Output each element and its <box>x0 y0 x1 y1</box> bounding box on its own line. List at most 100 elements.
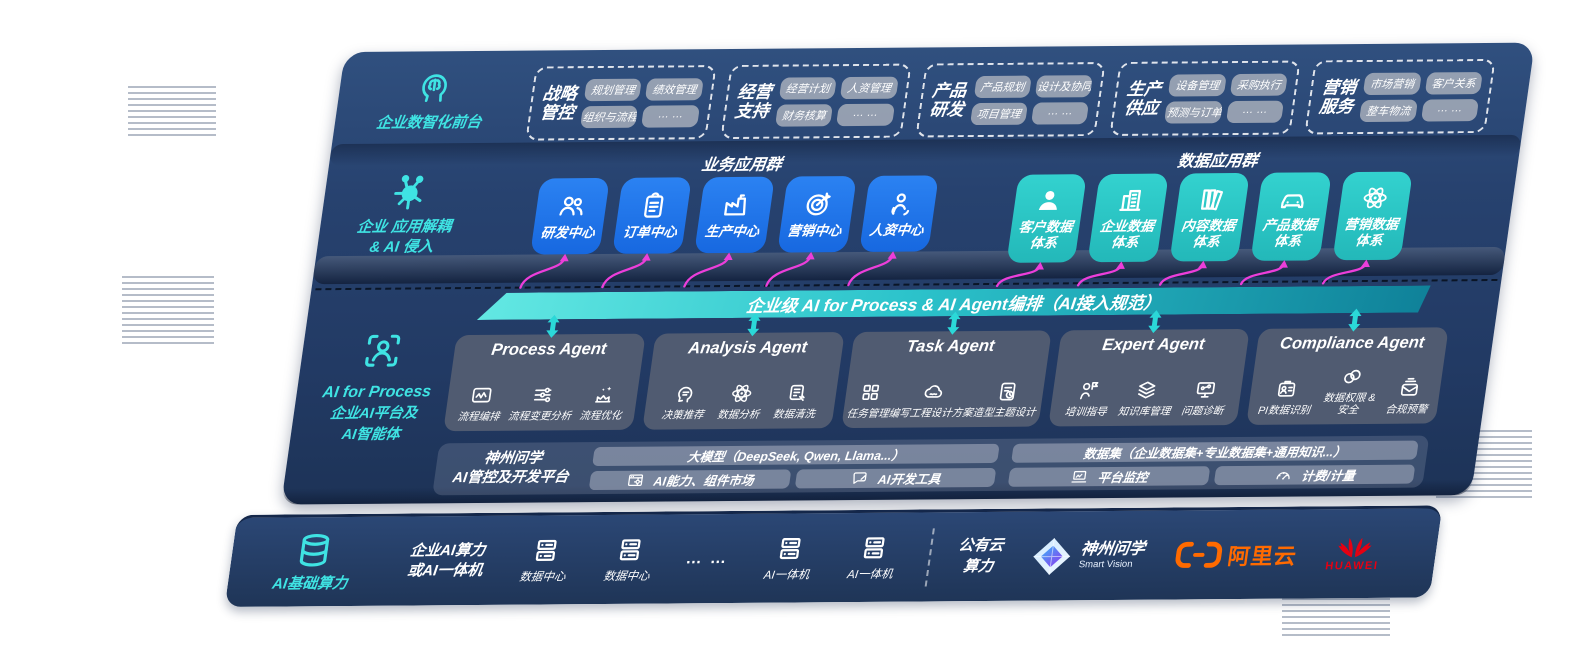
trainer-icon <box>1074 378 1103 403</box>
cell-monitoring: 平台监控 <box>1007 466 1210 487</box>
speech-head-icon <box>671 381 700 406</box>
front-group-strategy: 战略 管控 规划管理 绩效管理 组织与流程 … … <box>525 65 717 141</box>
front-group-product: 产品 研发 产品规划 设计及协同 项目管理 … … <box>914 62 1107 138</box>
decor-stripes <box>122 276 214 344</box>
infra-label: AI基础算力 <box>254 530 371 594</box>
agent-process: Process Agent 流程编排 流程变更分析 流程优化 <box>443 333 646 432</box>
mail-alert-icon <box>1395 375 1424 400</box>
dataset-bar: 数据集（企业数据集+专业数据集+通用知识...） <box>1011 440 1419 463</box>
atom-icon <box>727 381 756 406</box>
clipboard-icon <box>637 190 671 220</box>
node-datacenter: 数据中心 <box>518 535 571 584</box>
target-icon <box>801 189 835 219</box>
layer-label-text: 企业数智化前台 <box>375 113 483 132</box>
decor-stripes <box>128 86 216 140</box>
molecule-icon <box>384 169 434 213</box>
appbox-hr-center: 人资中心 <box>858 175 939 252</box>
data-apps-header: 数据应用群 <box>1176 152 1259 171</box>
agent-compliance: Compliance Agent PI数据识别 数据权限 & 安全 合规预警 <box>1246 327 1449 425</box>
agent-analysis: Analysis Agent 决策推荐 数据分析 数据清洗 <box>641 332 845 430</box>
cloud-edit-icon <box>919 379 948 404</box>
tag: … … <box>641 104 700 128</box>
link-icon <box>1338 364 1367 389</box>
smartvision-logo: 神州问学 Smart Vision <box>1029 535 1147 576</box>
tag: 预测与订单 <box>1164 100 1223 124</box>
tag: 设备管理 <box>1168 73 1227 97</box>
appbox-production-center: 生产中心 <box>694 176 775 254</box>
databox-customer: 客户数据 体系 <box>1006 174 1088 263</box>
agent-task: Task Agent 任务管理 编写工程设计方案 造型主题设计 <box>840 330 1052 429</box>
node-ai-appliance: AI一体机 <box>763 533 815 582</box>
layer-label-text: AI for Process <box>321 383 433 402</box>
tag: 人资管理 <box>840 76 899 99</box>
alicloud-brackets-icon <box>1175 541 1223 568</box>
ellipsis: … … <box>684 549 730 567</box>
books-icon <box>1195 184 1229 214</box>
task-grid-icon <box>856 380 885 405</box>
node-datacenter: 数据中心 <box>602 535 655 584</box>
dev-tools-icon <box>849 469 871 488</box>
tag: 财务核算 <box>774 103 834 127</box>
building-icon <box>1114 185 1148 215</box>
databox-marketing: 营销数据 体系 <box>1332 171 1413 261</box>
front-group-operation: 经营 支持 经营计划 人资管理 财务核算 … … <box>720 63 912 140</box>
tag: 客户关系 <box>1424 71 1483 95</box>
databox-product: 产品数据 体系 <box>1250 172 1332 261</box>
server-icon <box>773 533 807 563</box>
tag: 市场营销 <box>1363 72 1422 95</box>
platform-row: 神州问学 AI管控及开发平台 大模型（DeepSeek, Qwen, Llama.… <box>432 435 1430 496</box>
server-icon <box>529 535 563 565</box>
tag: 项目管理 <box>969 102 1029 125</box>
agents-row: Process Agent 流程编排 流程变更分析 流程优化 Analysis … <box>443 327 1449 432</box>
appbox-marketing-center: 营销中心 <box>776 175 857 253</box>
dataset-group: 数据集（企业数据集+专业数据集+通用知识...） 平台监控 计费/计量 <box>1007 440 1419 487</box>
decor-stripes <box>1282 598 1390 638</box>
front-office-row: 战略 管控 规划管理 绩效管理 组织与流程 … … 经营 支持 经营计划 人资管理 … <box>525 58 1496 141</box>
business-apps-header: 业务应用群 <box>700 156 783 175</box>
layers-icon <box>1133 378 1162 403</box>
laptop-chart-icon <box>1068 467 1090 486</box>
tag: … … <box>836 103 895 126</box>
tag: 组织与流程 <box>580 105 639 128</box>
huawei-logo: HUAWEI <box>1324 535 1382 572</box>
layer-label-apps: 企业 应用解耦 & AI 侵入 <box>324 169 489 259</box>
layer-label-text: & AI 侵入 <box>368 238 435 257</box>
atom-icon <box>1358 183 1392 213</box>
sliders-icon <box>528 382 557 407</box>
tag: … … <box>1030 101 1090 125</box>
brain-head-icon <box>411 67 457 107</box>
server-icon <box>857 533 891 563</box>
public-cloud-label: 公有云 算力 <box>957 537 1005 575</box>
factory-icon <box>719 190 753 220</box>
tag: 产品规划 <box>973 75 1032 98</box>
front-group-marketing: 营销 服务 市场营销 客户关系 整车物流 … … <box>1304 58 1496 135</box>
databox-content: 内容数据 体系 <box>1169 172 1251 262</box>
cell-ai-market: AI能力、组件市场 <box>588 469 791 491</box>
main-panel: 企业数智化前台 企业 应用解耦 & AI 侵入 AI for Process 企… <box>281 42 1535 505</box>
data-apps-row: 客户数据 体系 企业数据 体系 内容数据 体系 产品数据 体系 营销数据 体系 <box>1006 171 1413 263</box>
layer-label-text: 企业 应用解耦 <box>355 218 453 236</box>
platform-label: 神州问学 AI管控及开发平台 <box>451 450 570 487</box>
tag: 绩效管理 <box>645 77 704 101</box>
model-bar: 大模型（DeepSeek, Qwen, Llama...） <box>592 443 1000 467</box>
layer-label-text: 企业AI平台及 <box>329 405 419 423</box>
model-group: 大模型（DeepSeek, Qwen, Llama...） AI能力、组件市场 … <box>588 443 1000 491</box>
node-ai-appliance: AI一体机 <box>846 533 898 582</box>
id-card-icon <box>1273 376 1302 401</box>
tag: 规划管理 <box>583 78 643 101</box>
appbox-rd-center: 研发中心 <box>530 177 611 255</box>
gauge-icon <box>1272 466 1294 485</box>
layer-label-ai: AI for Process 企业AI平台及 AI智能体 <box>289 327 466 445</box>
agent-expert: Expert Agent 培训指导 知识库管理 问题诊断 <box>1047 328 1251 427</box>
architecture-diagram: 企业数智化前台 企业 应用解耦 & AI 侵入 AI for Process 企… <box>224 42 1535 607</box>
huawei-flower-icon <box>1338 537 1372 558</box>
tag: … … <box>1420 98 1480 122</box>
data-clean-icon <box>783 380 812 405</box>
diagnose-icon <box>1191 377 1220 402</box>
databox-enterprise: 企业数据 体系 <box>1087 173 1169 263</box>
monitor-wave-icon <box>467 383 496 408</box>
doc-check-icon <box>993 379 1022 404</box>
alicloud-logo: 阿里云 <box>1174 538 1300 571</box>
dashed-vertical-divider <box>924 527 936 586</box>
tag: 设计及协同 <box>1034 74 1094 98</box>
